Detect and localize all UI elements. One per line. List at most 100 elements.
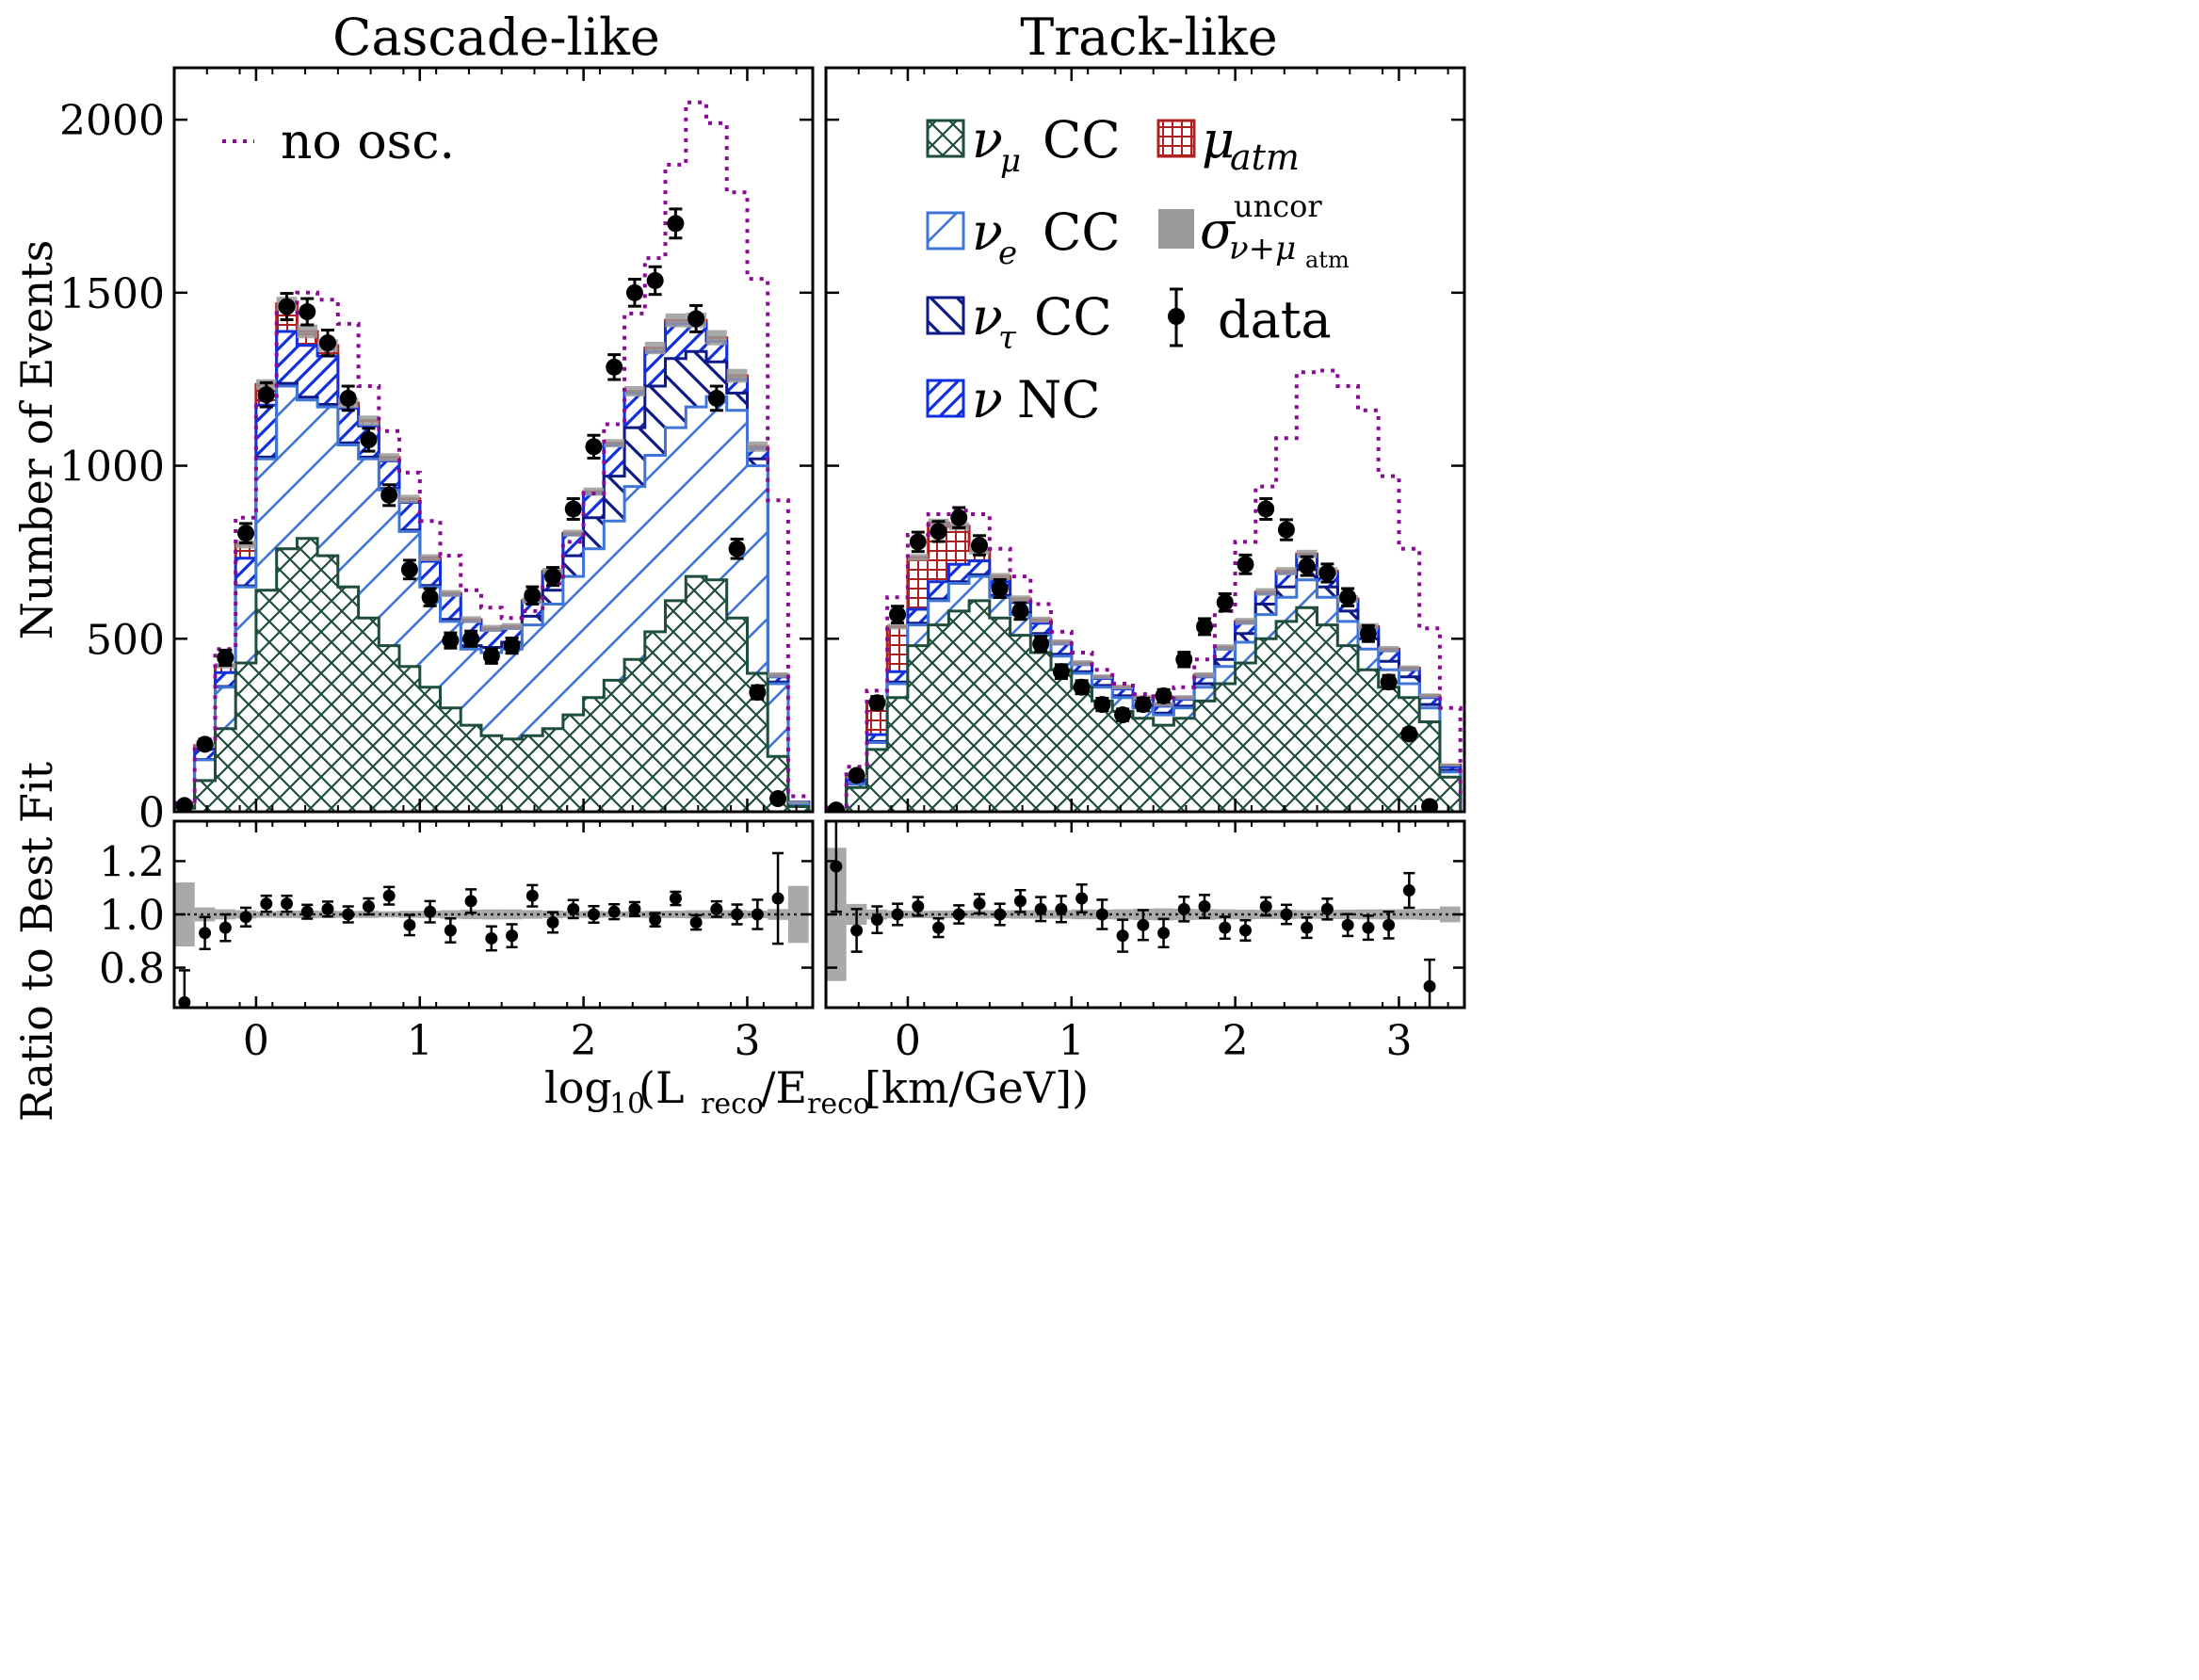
cascade-uncertainty-band — [501, 622, 523, 630]
track-uncertainty-band — [1214, 644, 1236, 651]
track-ratio-band — [1071, 909, 1092, 920]
track-ratio-band — [1419, 909, 1440, 920]
panel-title-track: Track-like — [1020, 8, 1278, 67]
track-ratio-point — [850, 908, 864, 953]
muatm-mu: μ — [1202, 110, 1235, 170]
track-data-point — [827, 801, 845, 812]
track-data-point — [1380, 673, 1398, 691]
track-ratio-point — [1362, 914, 1375, 942]
cascade-data-point — [299, 297, 316, 327]
legend-noosc-label: no osc. — [281, 114, 455, 170]
track-ratio-point — [1095, 898, 1108, 930]
cascade-data-point — [667, 207, 685, 240]
cascade-data-point — [400, 558, 418, 581]
y-tick-label: 500 — [86, 616, 165, 664]
track-ratio-point — [1402, 871, 1415, 910]
track-ratio-band — [1399, 909, 1420, 920]
cascade-data-point — [606, 353, 623, 381]
cascade-ratio-point — [342, 905, 355, 924]
cascade-uncertainty-band — [706, 330, 727, 346]
track-main-frame — [824, 66, 1466, 814]
track-histogram — [826, 368, 1463, 812]
cascade-ratio-point — [260, 894, 273, 913]
legend-item-numu-cc: ν μ CC — [926, 110, 1121, 180]
track-ratio-point — [1423, 958, 1436, 1008]
cascade-uncertainty-band — [644, 342, 666, 355]
cascade-data-point — [564, 496, 582, 522]
cascade-ratio-band — [440, 910, 461, 919]
track-ratio-point — [973, 893, 986, 915]
track-ratio-point — [830, 821, 843, 913]
cascade-ratio-band — [379, 911, 399, 918]
cascade-ratio-point — [178, 969, 191, 1008]
track-ratio-point — [1301, 916, 1314, 940]
legend-item-nue-cc: ν e CC — [926, 202, 1121, 272]
muatm-swatch — [1156, 119, 1196, 158]
track-uncertainty-band — [1112, 685, 1133, 690]
cascade-ratio-point — [506, 923, 519, 949]
track-ratio-point — [1116, 918, 1129, 953]
track-uncertainty-band — [1071, 660, 1092, 666]
cascade-ratio-point — [771, 851, 784, 945]
track-uncertainty-band — [1030, 616, 1051, 623]
nutau-swatch — [926, 296, 965, 335]
cascade-ratio-point — [587, 904, 600, 925]
track-ratio-band — [1439, 906, 1461, 923]
track-data-point — [1277, 518, 1295, 541]
numu-sub: μ — [1000, 142, 1021, 180]
cascade-data-point — [625, 278, 643, 308]
cascade-ratio-point — [751, 898, 764, 930]
cascade-data-point — [585, 433, 603, 460]
track-ratio-point — [1198, 894, 1211, 919]
xlabel-log: log — [544, 1062, 612, 1113]
cascade-ratio-point — [321, 900, 334, 918]
numu-swatch — [926, 119, 965, 158]
cascade-ratio-point — [628, 900, 641, 917]
xlabel-E: /E — [761, 1062, 807, 1113]
track-ratio-point — [1157, 917, 1171, 949]
track-data-point — [1032, 635, 1050, 654]
track-x-tick-label: 3 — [1385, 1017, 1412, 1065]
cascade-ratio-point — [546, 911, 559, 934]
track-data-point — [970, 534, 988, 557]
track-data-point — [1093, 696, 1111, 714]
track-data-point — [1196, 617, 1214, 637]
cascade-stack-numu-cc — [174, 537, 811, 812]
track-data-point — [1359, 623, 1377, 643]
cascade-uncertainty-band — [235, 540, 256, 549]
xlabel-L: (L — [639, 1062, 685, 1113]
track-data-point — [1421, 798, 1439, 812]
cascade-data-point — [462, 629, 480, 648]
unc-subsub: atm — [1305, 247, 1350, 273]
track-ratio-plot — [826, 821, 1464, 1008]
track-data-point — [1134, 696, 1152, 714]
nutau-cc: CC — [1034, 287, 1112, 347]
track-ratio-point — [1013, 889, 1027, 913]
cascade-histogram — [174, 100, 811, 812]
track-uncertainty-band — [1378, 646, 1399, 653]
nue-nu: ν — [972, 202, 1003, 262]
track-uncertainty-band — [1235, 618, 1256, 625]
cascade-data-point — [482, 647, 500, 665]
track-ratio-frame — [824, 819, 1466, 1010]
track-data-point — [1298, 555, 1316, 577]
y-tick-label: 1000 — [59, 444, 165, 492]
track-ratio-point — [1382, 910, 1396, 940]
ratio-y-tick-label: 1.2 — [99, 838, 165, 886]
cascade-data-point — [175, 797, 193, 812]
cascade-ratio-point — [218, 913, 232, 943]
nc-nu: ν — [972, 370, 1003, 429]
track-data-point — [1175, 651, 1193, 669]
cascade-data-point — [278, 292, 296, 321]
track-data-point — [991, 577, 1009, 600]
track-data-point — [1114, 706, 1132, 724]
numu-nu: ν — [972, 110, 1003, 170]
xlabel-reco1: reco — [701, 1088, 764, 1121]
track-data-point — [1216, 592, 1234, 613]
track-uncertainty-band — [1296, 549, 1318, 558]
track-data-point — [1073, 678, 1091, 696]
track-data-point — [930, 520, 947, 543]
legend-noosc: no osc. — [222, 114, 455, 170]
cascade-ratio-point — [607, 903, 621, 921]
legend-item-muatm: μ atm — [1156, 110, 1300, 178]
